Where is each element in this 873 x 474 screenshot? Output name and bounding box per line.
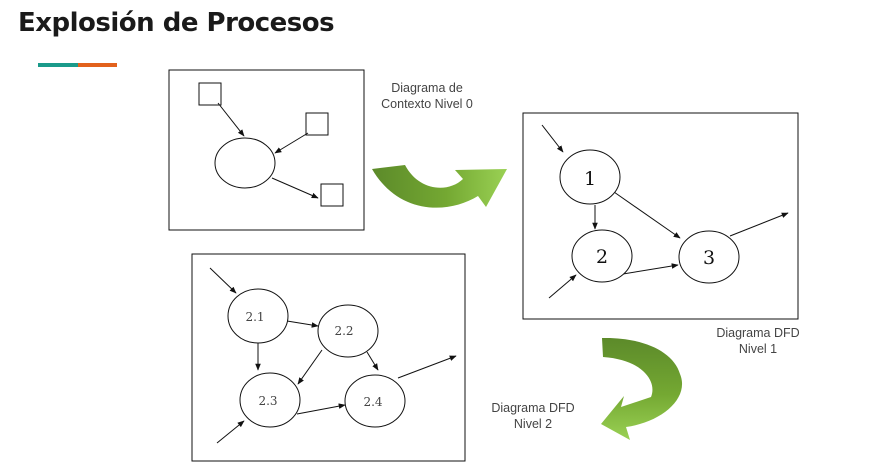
level1-input-flow-1 (541, 124, 564, 153)
level2-output-flow (397, 355, 457, 379)
level2-process-2-3-label: 2.3 (258, 394, 277, 408)
external-entity-2 (305, 112, 329, 136)
explode-arrow-1-icon (372, 165, 507, 208)
context-process (214, 137, 276, 189)
dfd-level-1: 1 2 3 (522, 112, 799, 320)
dfd-level-1-frame (522, 112, 799, 320)
level2-process-2-1 (227, 288, 289, 344)
level2-input-flow-2 (216, 420, 245, 444)
level1-flow-2-3 (622, 263, 679, 275)
level2-process-2-1-label: 2.1 (245, 310, 264, 324)
caption-dfd-level-1: Diagrama DFD Nivel 1 (698, 325, 818, 357)
dfd-level-2: 2.1 2.2 2.3 2.4 (191, 253, 466, 462)
level1-process-2 (571, 229, 633, 283)
page-title: Explosión de Procesos (18, 8, 335, 38)
context-flow-1 (217, 102, 245, 137)
level2-process-2-2-label: 2.2 (334, 324, 353, 338)
context-flow-3 (271, 177, 319, 199)
caption-dfd-level-2: Diagrama DFD Nivel 2 (473, 400, 593, 432)
context-diagram (168, 69, 365, 231)
caption-context-level-0: Diagrama de Contexto Nivel 0 (372, 80, 482, 112)
level1-flow-1-3 (613, 191, 681, 239)
caption-context-line-2: Contexto Nivel 0 (381, 97, 473, 111)
level2-process-2-3 (239, 372, 301, 428)
level2-process-2-2 (317, 304, 379, 358)
context-flow-2 (274, 132, 309, 154)
level2-process-2-4 (344, 374, 406, 428)
level1-process-1 (559, 149, 621, 205)
level2-process-2-4-label: 2.4 (363, 395, 382, 409)
external-entity-3 (320, 183, 344, 207)
caption-level1-line-1: Diagrama DFD (716, 326, 800, 340)
level1-process-1-label: 1 (584, 168, 596, 190)
level2-flow-23-24 (296, 403, 346, 415)
level1-output-flow (729, 212, 789, 237)
caption-level1-line-2: Nivel 1 (738, 342, 778, 356)
level1-process-3-label: 3 (703, 247, 715, 269)
caption-level2-line-2: Nivel 2 (513, 417, 553, 431)
level2-flow-21-22 (286, 320, 319, 328)
level2-flow-22-23 (297, 349, 323, 385)
explode-arrow-2-icon (601, 337, 683, 440)
level1-process-3 (678, 230, 740, 284)
title-accent-orange (78, 63, 117, 67)
level1-input-flow-2 (548, 274, 577, 299)
title-accent-teal (38, 63, 78, 67)
level2-flow-22-24 (366, 351, 379, 371)
level2-input-flow-1 (209, 267, 237, 294)
level1-process-2-label: 2 (596, 246, 608, 268)
caption-level2-line-1: Diagrama DFD (491, 401, 575, 415)
external-entity-1 (198, 82, 222, 106)
caption-context-line-1: Diagrama de (391, 81, 463, 95)
